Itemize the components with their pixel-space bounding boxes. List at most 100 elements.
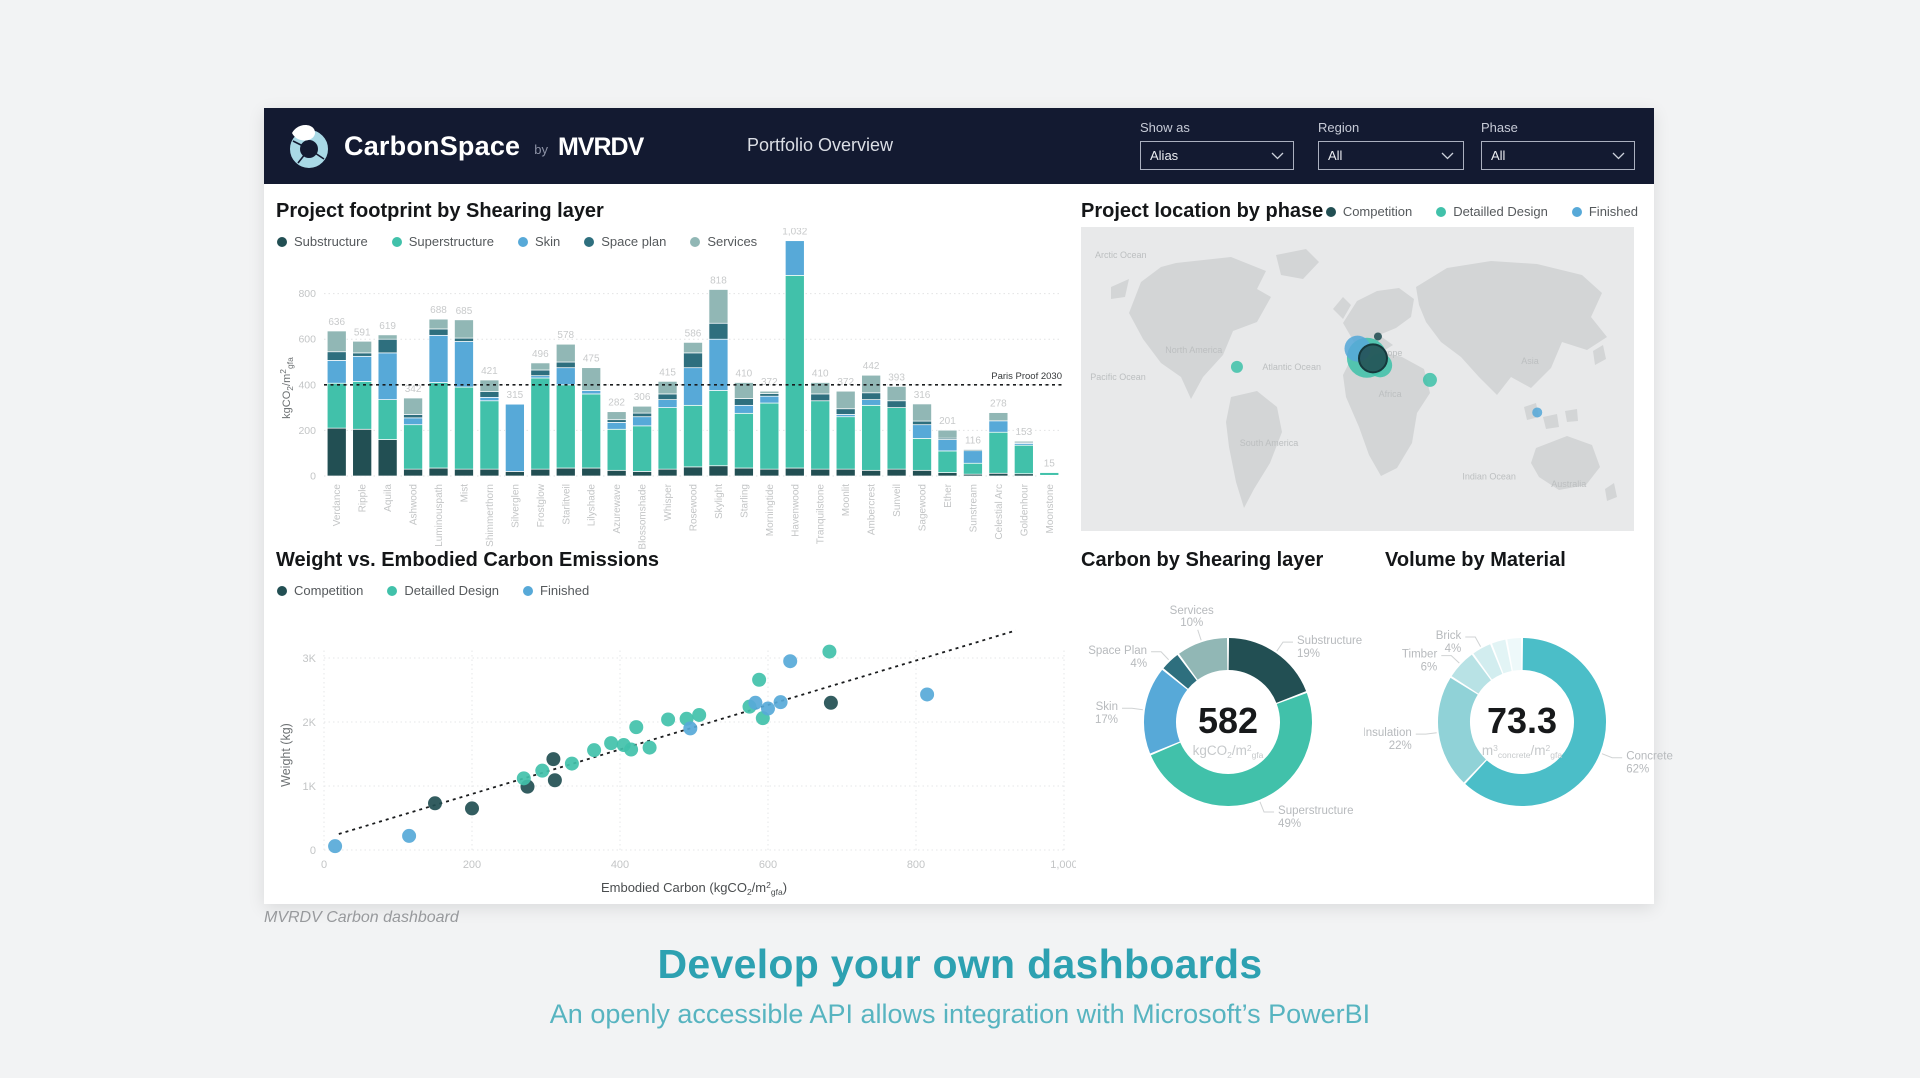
svg-text:578: 578: [557, 330, 574, 341]
filter-phase: Phase All: [1481, 120, 1635, 170]
legend-item[interactable]: Superstructure: [391, 234, 494, 249]
svg-text:Embodied Carbon (kgCO2/m2gfa): Embodied Carbon (kgCO2/m2gfa): [601, 880, 787, 897]
svg-text:282: 282: [608, 398, 625, 409]
svg-text:10%: 10%: [1180, 617, 1203, 629]
svg-text:Sunveil: Sunveil: [892, 484, 903, 517]
svg-text:Azurewave: Azurewave: [612, 484, 623, 534]
svg-text:0: 0: [321, 859, 327, 871]
svg-text:6%: 6%: [1421, 662, 1438, 674]
svg-text:Verdance: Verdance: [332, 484, 343, 527]
image-caption: MVRDV Carbon dashboard: [264, 909, 459, 926]
svg-text:Paris Proof 2030: Paris Proof 2030: [991, 371, 1062, 382]
weight-carbon-scatter-chart[interactable]: 0 200 400 600 800 1,000 0 1K 2K 3K Embodied Carbon…: [276, 600, 1076, 900]
legend-dot: [1325, 206, 1336, 217]
svg-text:800: 800: [298, 288, 316, 300]
svg-text:Sunstream: Sunstream: [968, 484, 979, 532]
chevron-down-icon: [1612, 152, 1625, 159]
svg-text:636: 636: [328, 317, 345, 328]
svg-text:496: 496: [532, 349, 549, 360]
svg-text:Superstructure: Superstructure: [1278, 805, 1353, 817]
svg-text:2K: 2K: [303, 717, 317, 729]
svg-text:Silverglen: Silverglen: [510, 484, 521, 528]
svg-text:372: 372: [761, 377, 778, 388]
map-title: Project location by phase: [1081, 200, 1324, 222]
svg-text:818: 818: [710, 275, 727, 286]
filter-phase-label: Phase: [1481, 120, 1518, 135]
filter-region-select[interactable]: All: [1318, 141, 1464, 170]
legend-dot: [277, 236, 287, 247]
svg-text:Ambercrest: Ambercrest: [867, 484, 878, 535]
svg-text:Arctic Ocean: Arctic Ocean: [1095, 250, 1147, 260]
svg-text:200: 200: [463, 859, 481, 871]
svg-text:Morningtide: Morningtide: [765, 484, 776, 537]
svg-text:Ashwood: Ashwood: [409, 484, 420, 525]
legend-item[interactable]: Finished: [523, 583, 589, 598]
svg-text:393: 393: [888, 372, 905, 383]
scatter-title: Weight vs. Embodied Carbon Emissions: [276, 549, 660, 571]
filter-show-as-select[interactable]: Alias: [1140, 141, 1294, 170]
legend-item[interactable]: Detailled Design: [387, 583, 499, 598]
svg-text:Australia: Australia: [1551, 479, 1586, 489]
svg-text:Skin: Skin: [1096, 701, 1118, 713]
legend-label: Competition: [1342, 204, 1413, 219]
svg-text:Timber: Timber: [1402, 649, 1438, 661]
svg-text:Lilyshade: Lilyshade: [587, 484, 598, 527]
svg-text:3K: 3K: [303, 653, 317, 665]
legend-item[interactable]: Finished: [1571, 204, 1638, 219]
legend-item[interactable]: Substructure: [277, 234, 368, 249]
svg-text:Moonstone: Moonstone: [1045, 484, 1056, 534]
filter-show-as: Show as Alias: [1140, 120, 1294, 170]
dashboard-card: CarbonSpace by MVRDV Portfolio Overview …: [264, 108, 1673, 904]
footprint-chart-title: Project footprint by Shearing layer: [276, 200, 604, 222]
svg-text:kgCO2/m2gfa: kgCO2/m2gfa: [1193, 743, 1264, 760]
svg-text:688: 688: [430, 305, 447, 316]
svg-text:49%: 49%: [1278, 818, 1301, 830]
svg-text:Sagewood: Sagewood: [918, 484, 929, 531]
filter-region-value: All: [1328, 148, 1343, 163]
brand-by: by: [534, 141, 548, 157]
legend-dot: [584, 236, 595, 247]
svg-text:0: 0: [310, 845, 316, 857]
svg-text:Rosewood: Rosewood: [689, 484, 700, 531]
svg-text:Shimmerthorn: Shimmerthorn: [485, 484, 496, 547]
world-map-chart[interactable]: Arctic Ocean North America Pacific Ocean At…: [1081, 227, 1634, 531]
legend-item[interactable]: Competition: [277, 583, 363, 598]
svg-text:400: 400: [611, 859, 629, 871]
svg-text:kgCO2/m2gfa: kgCO2/m2gfa: [278, 357, 295, 419]
svg-text:685: 685: [456, 306, 473, 317]
svg-text:1,000: 1,000: [1050, 859, 1076, 871]
svg-text:153: 153: [1015, 427, 1032, 438]
svg-text:Whisper: Whisper: [663, 483, 674, 520]
legend-label: Finished: [1588, 204, 1638, 219]
svg-text:Asia: Asia: [1521, 356, 1539, 366]
svg-text:582: 582: [1198, 700, 1258, 741]
brand-name: CarbonSpace: [344, 130, 521, 161]
legend-item[interactable]: Services: [690, 234, 757, 249]
carbonspace-logo-icon: [290, 125, 328, 168]
svg-text:372: 372: [837, 377, 854, 388]
svg-text:201: 201: [939, 416, 956, 427]
svg-text:1,032: 1,032: [782, 228, 807, 238]
legend-item[interactable]: Detailled Design: [1436, 204, 1548, 219]
filter-show-as-label: Show as: [1140, 120, 1190, 135]
legend-dot: [1571, 206, 1582, 217]
filter-phase-select[interactable]: All: [1481, 141, 1635, 170]
svg-text:586: 586: [685, 328, 702, 339]
svg-text:22%: 22%: [1389, 740, 1412, 752]
svg-text:Weight (kg): Weight (kg): [279, 723, 293, 787]
app-header: CarbonSpace by MVRDV Portfolio Overview …: [264, 108, 1654, 184]
legend-label: Competition: [294, 583, 364, 598]
legend-label: Space plan: [601, 234, 667, 249]
brand-block: CarbonSpace by MVRDV: [284, 121, 644, 171]
svg-text:Atlantic Ocean: Atlantic Ocean: [1262, 362, 1321, 372]
legend-item[interactable]: Space plan: [584, 234, 666, 249]
footprint-bar-chart[interactable]: 0 200 400 600 800 636 Verdance 591 Ripple 619 Aqui…: [276, 228, 1071, 558]
svg-text:342: 342: [405, 384, 422, 395]
legend-item[interactable]: Skin: [517, 234, 560, 249]
svg-text:619: 619: [379, 321, 396, 332]
svg-text:278: 278: [990, 399, 1007, 410]
svg-text:4%: 4%: [1130, 658, 1147, 670]
legend-item[interactable]: Competition: [1325, 204, 1413, 219]
